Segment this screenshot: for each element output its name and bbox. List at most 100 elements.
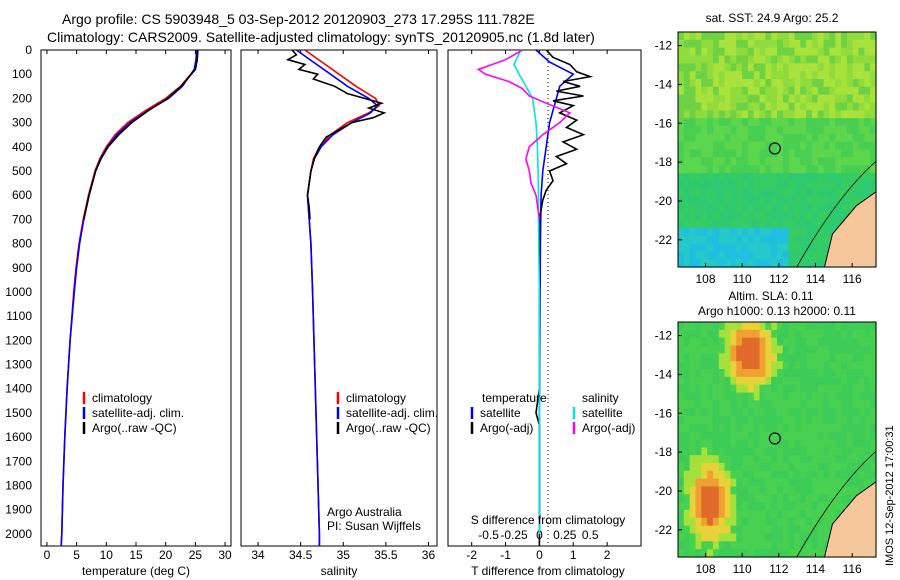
map-cell bbox=[852, 439, 860, 448]
map-cell bbox=[701, 494, 708, 503]
map-cell bbox=[829, 369, 836, 378]
map-cell bbox=[747, 337, 755, 347]
map-cell bbox=[678, 79, 685, 88]
map-cell bbox=[695, 259, 702, 268]
map-cell bbox=[858, 361, 865, 370]
depth-tick-label: 900 bbox=[12, 261, 32, 275]
map-cell bbox=[712, 392, 720, 401]
map-cell bbox=[858, 94, 865, 104]
salinity-lines bbox=[285, 50, 387, 546]
map-cell bbox=[765, 243, 772, 252]
map-cell bbox=[806, 149, 813, 158]
map-cell bbox=[777, 376, 784, 386]
map-cell bbox=[835, 478, 842, 488]
map-cell bbox=[718, 361, 726, 370]
map-cell bbox=[806, 376, 813, 386]
map-cell bbox=[852, 486, 860, 495]
map-cell bbox=[800, 470, 807, 480]
map-cell bbox=[742, 353, 749, 362]
map-cell bbox=[777, 439, 784, 448]
difference-legend: temperature salinity satelliteArgo(-adj)… bbox=[470, 391, 635, 435]
map-cell bbox=[817, 235, 825, 245]
map-cell bbox=[858, 188, 865, 198]
argo-location-marker bbox=[768, 432, 781, 445]
map-cell bbox=[712, 431, 720, 441]
map-cell bbox=[724, 251, 732, 260]
map-cell bbox=[794, 227, 801, 237]
map-cell bbox=[689, 79, 697, 88]
map-cell bbox=[794, 220, 801, 229]
map-cell bbox=[712, 541, 720, 550]
map-cell bbox=[817, 165, 825, 174]
map-cell bbox=[707, 361, 714, 370]
map-cell bbox=[765, 149, 772, 158]
map-cell bbox=[841, 188, 848, 198]
map-y-tick-label: -12 bbox=[655, 329, 673, 343]
map-cell bbox=[747, 47, 755, 57]
map-cell bbox=[701, 400, 708, 409]
map-cell bbox=[689, 251, 697, 260]
map-cell bbox=[870, 329, 877, 339]
map-cell bbox=[870, 79, 877, 88]
map-cell bbox=[747, 392, 755, 401]
map-cell bbox=[800, 220, 807, 229]
map-cell bbox=[678, 337, 685, 347]
map-cell bbox=[742, 173, 749, 182]
x-tick-label: 1 bbox=[570, 548, 577, 562]
map-cell bbox=[759, 133, 766, 143]
map-cell bbox=[712, 204, 720, 213]
map-cell bbox=[794, 188, 801, 198]
map-cell bbox=[695, 423, 702, 433]
map-cell bbox=[864, 384, 871, 394]
map-cell bbox=[864, 431, 871, 441]
map-cell bbox=[701, 157, 708, 166]
map-cell bbox=[736, 259, 743, 268]
map-cell bbox=[701, 79, 708, 88]
map-cell bbox=[712, 196, 720, 205]
map-cell bbox=[701, 423, 708, 433]
map-cell bbox=[712, 322, 720, 331]
map-cell bbox=[800, 463, 807, 472]
map-cell bbox=[736, 322, 743, 331]
map-cell bbox=[765, 32, 772, 41]
map-cell bbox=[870, 110, 877, 119]
depth-tick-label: 1600 bbox=[5, 430, 32, 444]
map-cell bbox=[829, 71, 836, 80]
map-cell bbox=[794, 55, 801, 64]
map-cell bbox=[858, 478, 865, 488]
map-cell bbox=[742, 455, 749, 464]
map-cell bbox=[777, 180, 784, 190]
map-cell bbox=[736, 353, 743, 362]
map-cell bbox=[829, 188, 836, 198]
map-cell bbox=[689, 447, 697, 456]
map-cell bbox=[730, 502, 737, 511]
map-cell bbox=[858, 455, 865, 464]
map-cell bbox=[759, 63, 766, 72]
map-cell bbox=[753, 502, 761, 511]
map-cell bbox=[829, 400, 836, 409]
map-cell bbox=[678, 141, 685, 151]
map-cell bbox=[817, 384, 825, 394]
map-cell bbox=[835, 369, 842, 378]
map-cell bbox=[683, 345, 691, 354]
map-cell bbox=[782, 322, 790, 331]
map-cell bbox=[800, 361, 807, 370]
map-cell bbox=[806, 157, 813, 166]
map-cell bbox=[811, 126, 819, 135]
map-x-tick-label: 116 bbox=[843, 562, 862, 576]
map-y-tick-label: -18 bbox=[655, 155, 673, 169]
map-cell bbox=[846, 71, 854, 80]
map-cell bbox=[846, 47, 854, 57]
map-cell bbox=[701, 133, 708, 143]
map-cell bbox=[724, 235, 732, 245]
map-cell bbox=[852, 110, 860, 119]
map-cell bbox=[678, 259, 685, 268]
map-cell bbox=[806, 126, 813, 135]
map-cell bbox=[852, 361, 860, 370]
map-cell bbox=[695, 455, 702, 464]
map-cell bbox=[817, 494, 825, 503]
map-cell bbox=[742, 71, 749, 80]
map-cell bbox=[689, 39, 697, 49]
map-cell bbox=[829, 102, 836, 111]
map-cell bbox=[730, 204, 737, 213]
